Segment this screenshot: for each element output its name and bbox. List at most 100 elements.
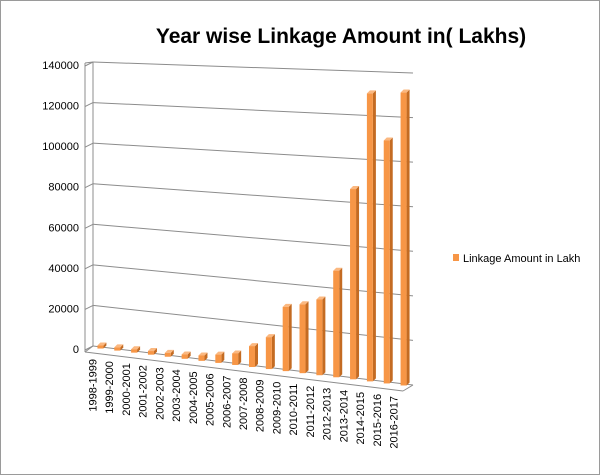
gridline-side [84,183,94,189]
bar-side [406,89,410,386]
bar [215,354,222,363]
bar [232,353,239,365]
bar [299,304,306,374]
bar-top [350,186,360,190]
x-tick-label: 2015-2016 [372,394,384,447]
bar-side [271,334,275,370]
gridline [92,264,414,297]
bar-side [288,303,292,372]
bar-side [170,349,174,357]
bar [164,352,171,357]
chart-title: Year wise Linkage Amount in( Lakhs) [156,25,526,48]
y-tick-labels: 0 20000 40000 60000 80000 100000 120000 140000 [42,60,79,356]
y-tick-label: 80000 [48,182,79,194]
bar [97,345,104,349]
x-tick-labels: 1998-1999 1999-2000 2000-2001 2001-2002 2002… [87,359,400,449]
bar-top [114,344,124,348]
x-tick-label: 2009-2010 [271,382,283,435]
bar-top [366,90,376,94]
bar-side [305,301,309,374]
legend: Linkage Amount in Lakh [453,253,580,265]
x-tick-label: 2005-2006 [205,373,217,426]
bar-top [282,303,292,307]
legend-label: Linkage Amount in Lakh [463,253,580,265]
bar [282,306,289,372]
bars [97,89,410,386]
bar [181,354,188,359]
x-tick-label: 2012-2013 [322,388,334,441]
bar-top [333,267,343,271]
gridline-side [84,223,94,229]
x-tick-label: 2001-2002 [138,365,150,418]
bar-top [181,351,191,355]
bar [366,93,373,382]
bar-side [339,267,343,378]
gridline [92,223,414,252]
bar [265,337,272,370]
bar-side [103,342,107,349]
gridline [92,102,414,119]
x-tick-label: 2008-2009 [255,380,267,433]
gridline-side [84,142,94,148]
x-tick-label: 2014-2015 [355,392,367,445]
axes [84,61,414,392]
y-tick-label: 40000 [48,263,79,275]
x-tick-label: 2016-2017 [389,396,401,449]
x-tick-label: 2006-2007 [221,375,233,428]
y-tick-label: 100000 [42,141,79,153]
x-tick-label: 2011-2012 [305,386,317,438]
bar-top [215,351,225,355]
bar-side [187,351,191,359]
bar-side [255,343,258,368]
bar-side [322,296,326,376]
y-tick-label: 60000 [48,222,79,234]
y-tick-label: 20000 [48,303,79,315]
bar-side [356,186,360,380]
x-tick-label: 2013-2014 [338,390,350,443]
gridline [92,142,414,163]
bar-top [131,346,141,350]
bar [316,299,323,376]
bar [350,189,357,380]
gridline-side [84,264,94,270]
x-tick-label: 2007-2008 [238,378,250,431]
x-tick-label: 2002-2003 [154,367,166,420]
y-tick-label: 0 [73,344,79,356]
bar-side [153,348,157,355]
bar-top [383,137,393,141]
x-tick-label: 1998-1999 [87,359,99,412]
bar [198,355,205,361]
bar-side [120,344,124,351]
bar [400,92,407,386]
floor-left-edge [84,345,94,353]
bar [114,347,121,351]
gridline-side [84,102,94,108]
floor-front-edge [84,351,404,392]
bar-side [372,90,376,382]
bar [383,140,390,384]
gridline [92,61,414,74]
bar-side [389,137,393,384]
gridline [92,304,414,341]
bar-side [238,350,242,365]
bar-top [400,89,410,93]
x-tick-label: 2000-2001 [121,363,133,416]
gridline-side [84,304,94,310]
x-tick-label: 2004-2005 [188,371,200,424]
legend-swatch [453,254,459,261]
bar-top [164,349,174,353]
bar-top [265,334,275,338]
bar [249,346,255,368]
x-tick-label: 2010-2011 [288,384,300,436]
bar [147,351,154,355]
bar-top [198,352,208,356]
y-tick-label: 140000 [42,60,79,72]
bar-top [232,350,242,354]
floor-right-edge [402,384,414,392]
axis-corner [84,61,94,64]
x-tick-label: 2003-2004 [171,369,183,422]
bar-top [299,301,309,305]
bar-top [97,342,107,346]
